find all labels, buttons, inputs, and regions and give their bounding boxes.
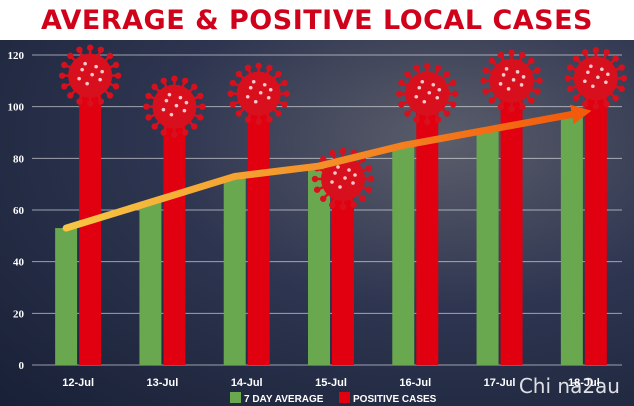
legend-swatch — [339, 392, 350, 403]
bar-7-day-average — [223, 176, 246, 365]
bar-positive-cases — [332, 179, 354, 365]
title-bar: AVERAGE & POSITIVE LOCAL CASES — [0, 0, 634, 40]
x-tick-label: 17-Jul — [484, 377, 516, 389]
virus-icon — [227, 62, 290, 125]
watermark: Chi na2au — [518, 374, 620, 398]
bar-positive-cases — [247, 93, 270, 365]
bar-positive-cases — [416, 93, 439, 365]
x-tick-label: 18-Jul — [568, 377, 600, 389]
bar-7-day-average — [560, 114, 583, 366]
bar-7-day-average — [476, 129, 499, 365]
trend-line — [62, 104, 592, 232]
virus-icon — [143, 75, 206, 138]
bars — [55, 75, 607, 366]
legend-label: 7 DAY AVERAGE — [244, 394, 324, 405]
bar-7-day-average — [55, 228, 78, 365]
x-tick-label: 16-Jul — [399, 377, 431, 389]
virus-icon — [58, 44, 122, 107]
y-tick-label: 60 — [13, 205, 25, 217]
legend: 7 DAY AVERAGE POSITIVE CASES — [230, 392, 437, 405]
trend-arrow-head — [570, 104, 592, 125]
x-tick-label: 12-Jul — [62, 377, 94, 389]
legend-label: POSITIVE CASES — [353, 394, 437, 405]
y-tick-label: 80 — [13, 153, 25, 165]
virus-icon — [311, 147, 375, 211]
y-tick-label: 100 — [8, 102, 25, 114]
x-tick-label: 13-Jul — [147, 377, 179, 389]
virus-icon — [564, 47, 628, 110]
y-axis: 0 20 40 60 80 100 120 — [8, 50, 25, 372]
bar-7-day-average — [392, 145, 415, 365]
bar-positive-cases — [584, 78, 607, 365]
virus-caps — [58, 44, 628, 211]
y-tick-label: 120 — [8, 50, 25, 62]
trend-line-path — [62, 110, 580, 232]
y-tick-label: 0 — [19, 360, 25, 372]
virus-icon — [396, 62, 459, 125]
bar-7-day-average — [308, 166, 330, 365]
x-axis: 12-Jul 13-Jul 14-Jul 15-Jul 16-Jul 17-Jul 18-J… — [62, 377, 600, 389]
bar-7-day-average — [139, 202, 162, 365]
bar-positive-cases — [500, 80, 523, 365]
y-tick-label: 40 — [13, 257, 25, 269]
legend-swatch — [230, 392, 241, 403]
chart-title: AVERAGE & POSITIVE LOCAL CASES — [40, 4, 594, 36]
virus-icon — [480, 49, 543, 113]
x-tick-label: 14-Jul — [231, 377, 263, 389]
bar-positive-cases — [163, 106, 186, 366]
y-tick-label: 20 — [13, 308, 25, 320]
x-tick-label: 15-Jul — [315, 377, 347, 389]
